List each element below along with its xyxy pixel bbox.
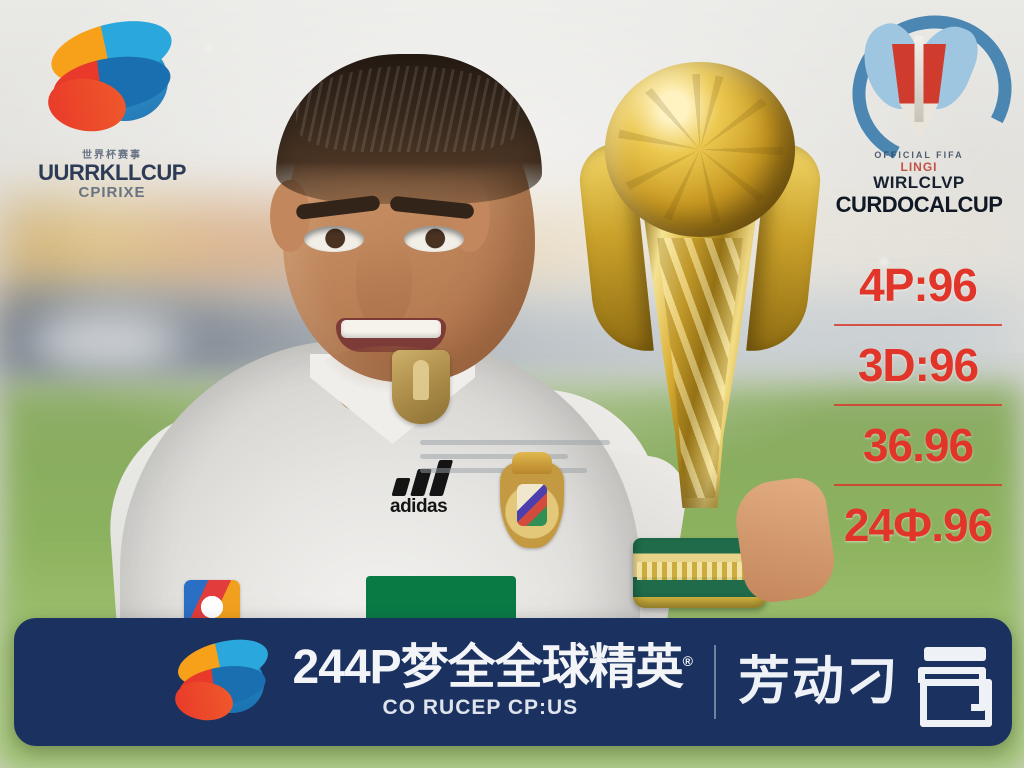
event-logo-left[interactable]: 世界杯赛事 UURRKLLCUP CPIRIXE [22,10,202,204]
swirl-globe-icon [42,10,182,144]
score-row[interactable]: 24Ф.96 [828,486,1008,564]
player-eye-left [304,226,364,252]
score-divider [834,404,1002,406]
player-hair-texture [296,66,522,152]
player-teeth [341,320,441,338]
event-logo-right-title: WIRLCLVP [873,173,965,192]
event-logo-right-micro-2: LINGI [900,160,938,174]
banner-subhead: CO RUCEP CP:US [382,696,579,719]
swirl-globe-icon [171,631,275,730]
bokeh-dot [962,196,968,202]
event-logo-left-micro: 世界杯赛事 [82,150,142,161]
score-list: 4P:96 3D:96 36.96 24Ф.96 [828,246,1008,564]
player-figure: adidas [102,30,692,651]
world-cup-champion-badge-icon [392,350,450,424]
bokeh-dot [206,46,211,51]
score-row[interactable]: 36.96 [828,406,1008,484]
score-row[interactable]: 3D:96 [828,326,1008,404]
banner-headline: 244P梦全全球精英 [292,641,684,694]
bottom-brand-banner[interactable]: 244P梦全全球精英® CO RUCEP CP:US 芳动刁 [14,618,1012,746]
event-logo-right-subtitle: CURDOCALCUP [835,191,1003,217]
score-value: 36.96 [862,419,974,471]
adidas-stripe [391,478,411,496]
event-logo-left-subtitle: CPIRIXE [78,184,146,202]
score-row[interactable]: 4P:96 [828,246,1008,324]
banner-text-group: 244P梦全全球精英® CO RUCEP CP:US [292,641,693,720]
player-eye-right [404,226,464,252]
trophy-globe [605,62,795,237]
club-crest-icon [500,452,564,548]
player-hand [731,474,839,606]
adidas-logo-icon: adidas [388,460,476,517]
score-value: 24Ф.96 [843,499,993,551]
player-mouth [336,318,446,352]
bokeh-dot [880,258,888,266]
event-logo-right[interactable]: OFFICIAL FIFA LINGI WIRLCLVP CURDOCALCUP [824,0,1024,217]
adidas-wordmark: adidas [390,496,448,517]
world-cup-trophy-graphic [575,58,839,620]
eagle-shield-emblem-icon [832,0,1024,188]
stylized-s-monogram-icon [914,645,992,727]
score-divider [834,484,1002,486]
banner-divider [713,645,716,719]
score-value: 3D:96 [857,339,979,391]
club-crest-inner [517,484,547,526]
player-nose [356,238,412,330]
bokeh-dot [466,60,472,66]
banner-brand-cn: 芳动刁 [737,653,900,711]
registered-trademark-icon: ® [682,653,693,669]
banner-headline-row: 244P梦全全球精英® [292,641,693,694]
score-value: 4P:96 [859,259,978,311]
event-logo-left-title: UURRKLLCUP [38,160,186,185]
event-logo-right-micro: OFFICIAL FIFA [874,150,964,160]
score-divider [834,324,1002,326]
